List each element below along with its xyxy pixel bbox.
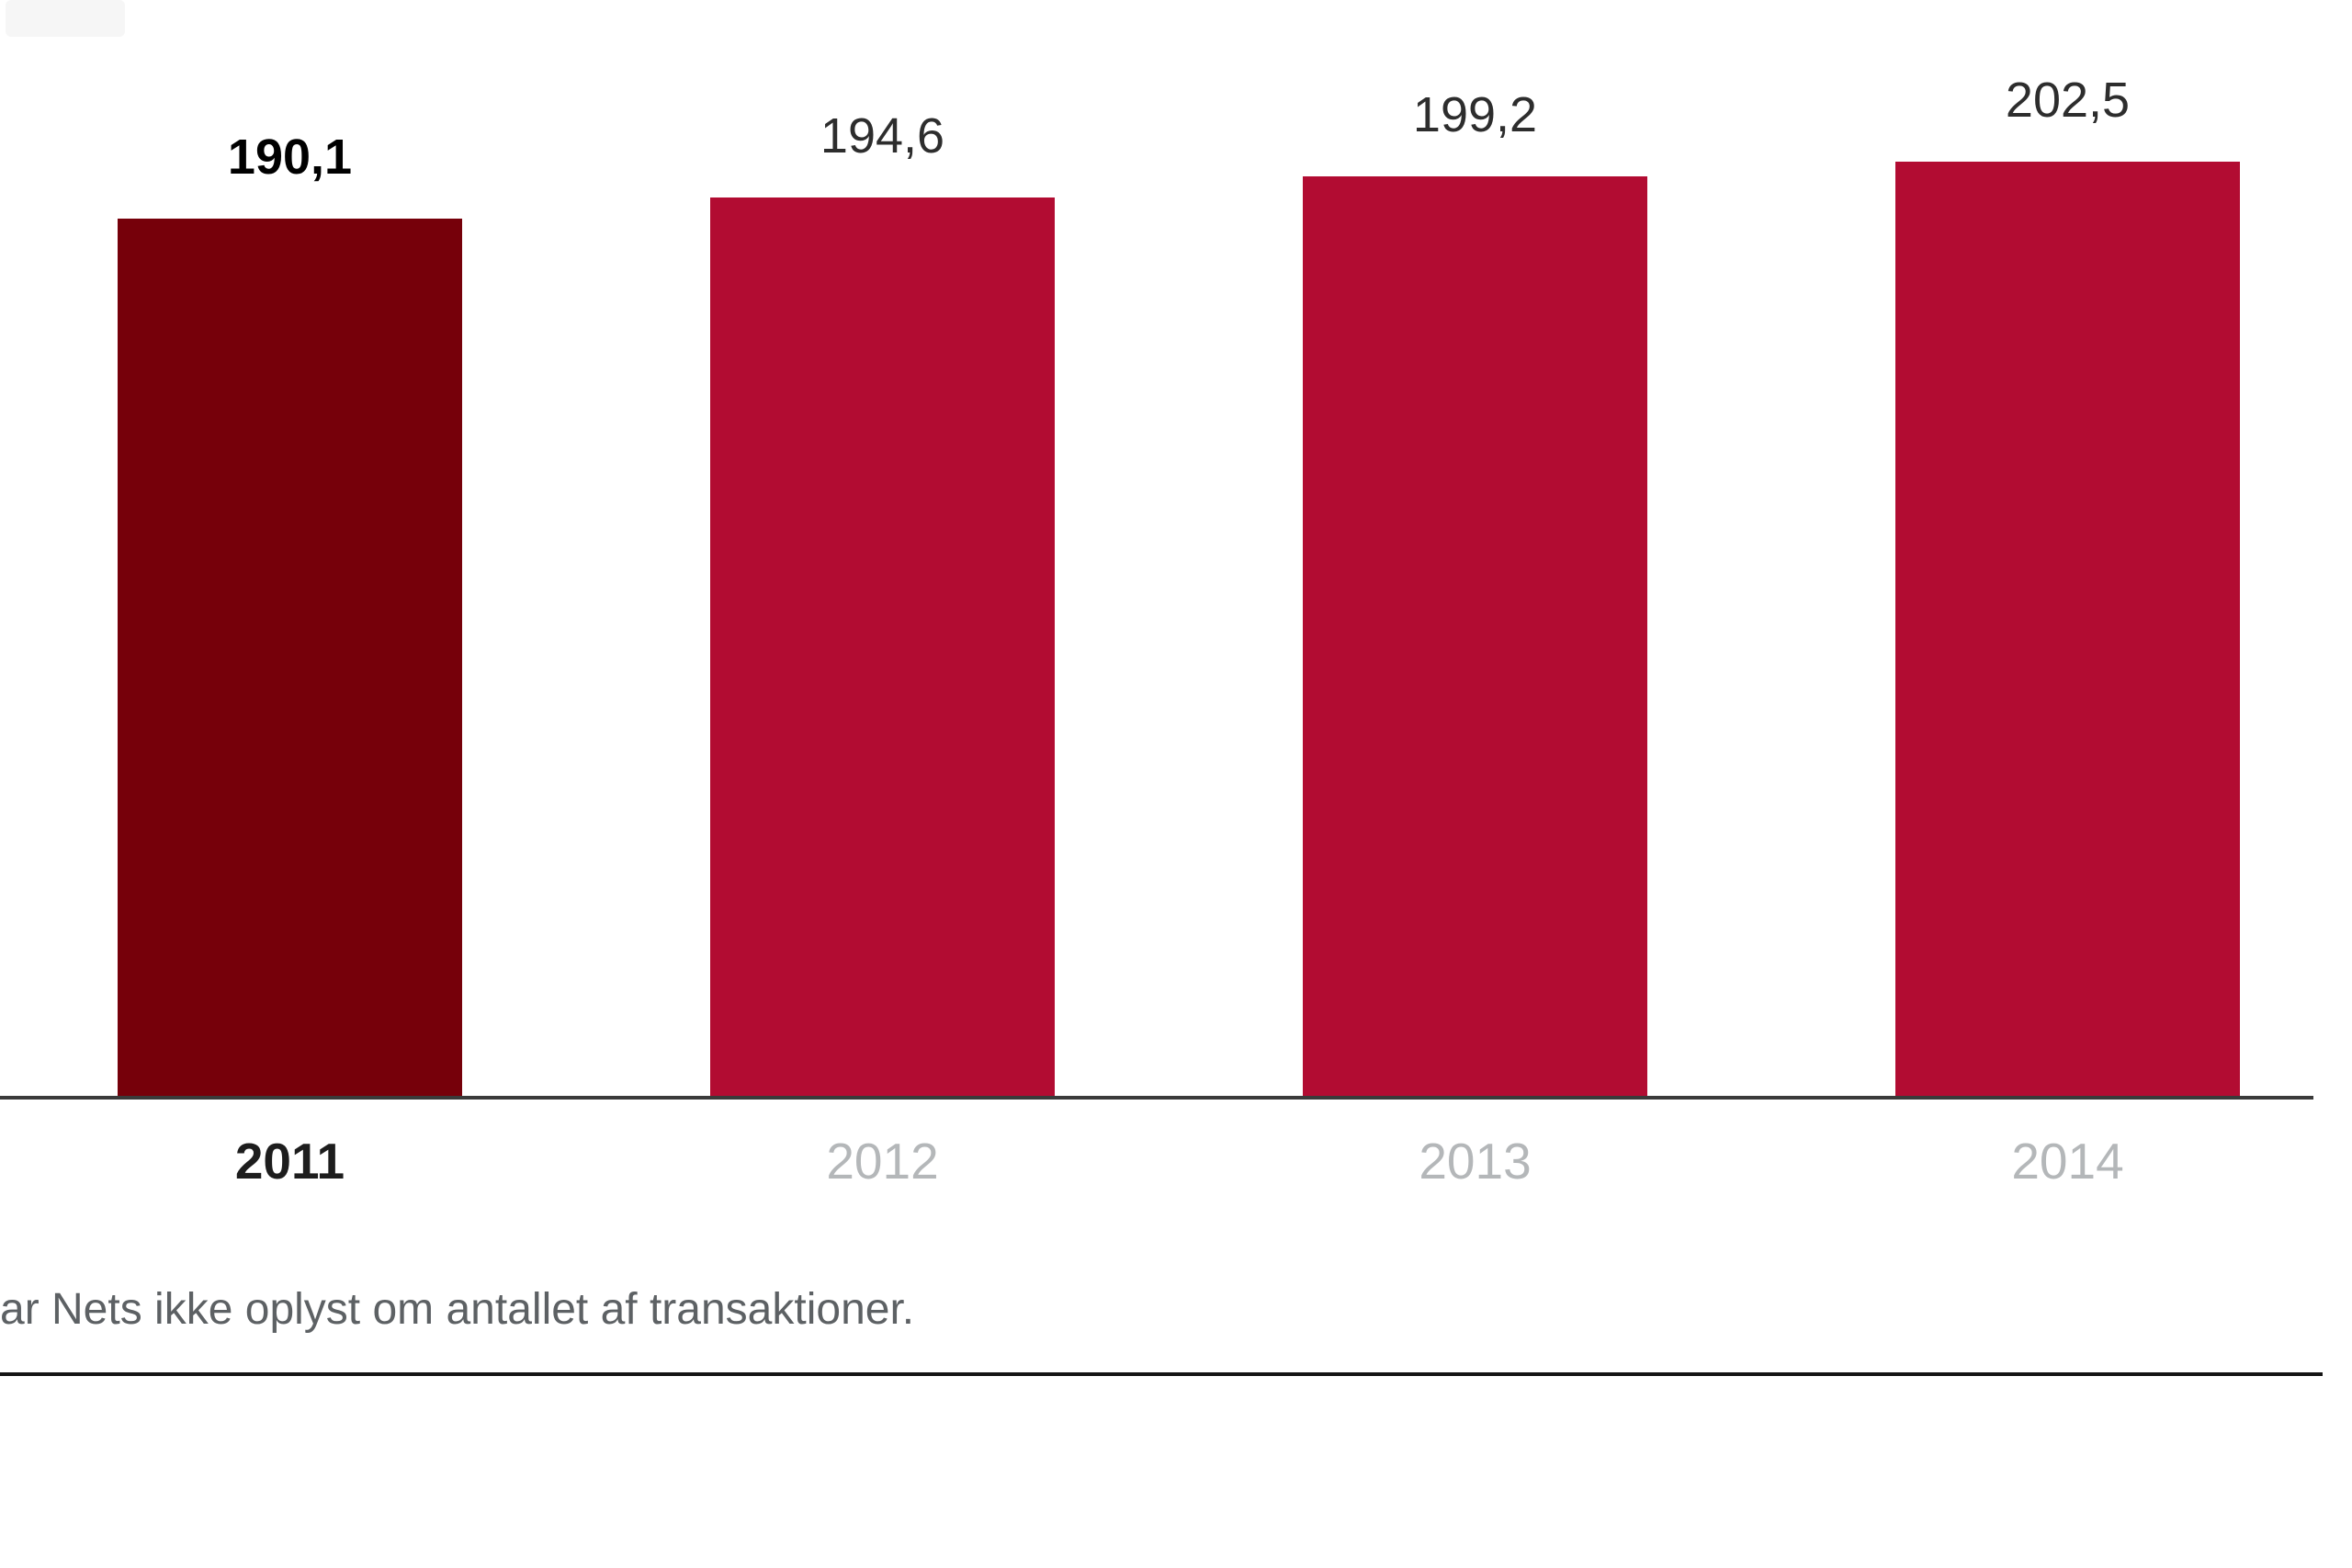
x-tick-label-2014: 2014 — [2011, 1133, 2124, 1190]
footnote-text: ar Nets ikke oplyst om antallet af trans… — [0, 1285, 915, 1334]
x-tick-label-2013: 2013 — [1419, 1133, 1532, 1190]
bar-2013 — [1303, 176, 1647, 1096]
x-tick-label-2011: 2011 — [234, 1133, 345, 1190]
bottom-separator-line — [0, 1372, 2323, 1376]
x-axis-line — [0, 1096, 2313, 1100]
value-label-2012: 194,6 — [820, 108, 945, 164]
bar-2014 — [1895, 162, 2240, 1096]
value-label-2011: 190,1 — [227, 130, 353, 185]
bar-2011 — [118, 219, 462, 1096]
value-label-2013: 199,2 — [1412, 87, 1538, 142]
plot-area: 190,1 194,6 199,2 202,5 — [118, 73, 2240, 1096]
x-tick-label-2012: 2012 — [826, 1133, 939, 1190]
value-label-2014: 202,5 — [2005, 73, 2131, 128]
bar-2012 — [710, 197, 1055, 1096]
cropped-artifact — [6, 0, 125, 37]
